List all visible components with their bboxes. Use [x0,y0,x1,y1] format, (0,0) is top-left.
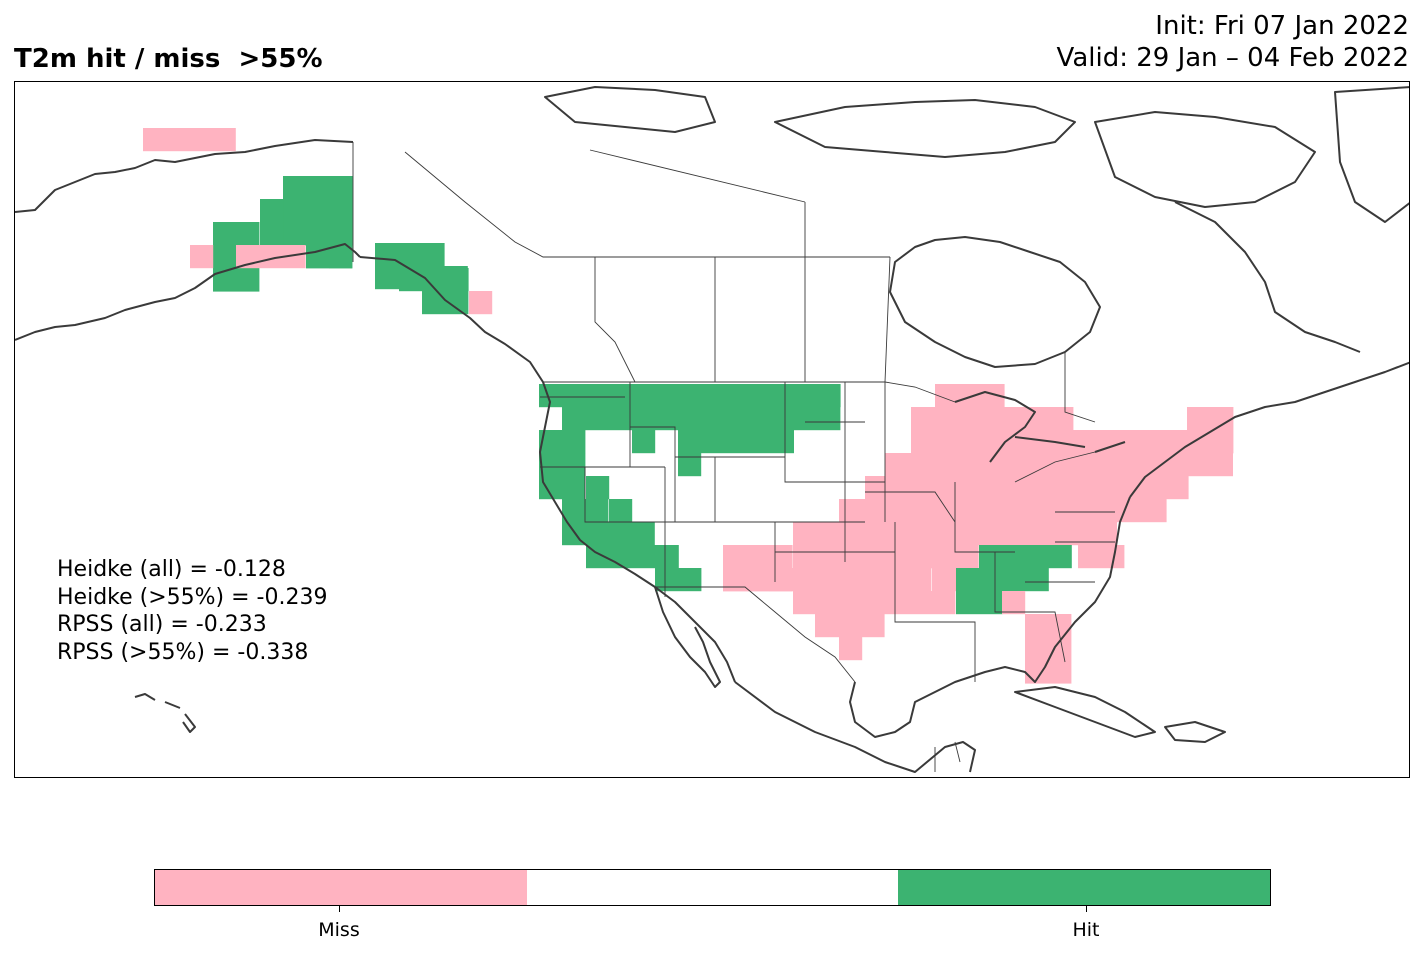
score-heidke-55: Heidke (>55%) = -0.239 [57,584,328,610]
miss-cell [909,545,979,569]
political-borders [352,142,1115,772]
miss-cell [469,291,493,315]
init-date: Init: Fri 07 Jan 2022 [1155,11,1409,41]
miss-cell [1078,545,1125,569]
hit-cell [609,499,633,523]
miss-cell [769,568,932,592]
miss-cell [911,407,1074,431]
hit-cell [632,430,656,454]
coastline-atlantic [1129,361,1409,498]
coastline-hawaii [134,693,196,733]
border-us-mexico [655,586,856,683]
miss-cell [793,591,956,615]
map-canvas [15,86,1409,773]
hit-cell [539,384,841,408]
miss-cell [865,476,1144,500]
miss-cell [865,499,1167,523]
hit-cell [562,522,655,546]
valid-period: Valid: 29 Jan – 04 Feb 2022 [1056,43,1409,73]
miss-cell [190,245,214,269]
colorbar-label-hit: Hit [1072,919,1100,941]
coastline-arctic-3 [1094,111,1316,208]
miss-cell [885,522,1117,546]
miss-cell [839,637,863,661]
colorbar-label-miss: Miss [318,919,360,941]
coastline-labrador [1174,201,1361,353]
miss-cell [1119,476,1189,500]
coastline-arctic-2 [774,99,1076,158]
hit-cell [979,545,1072,569]
colorbar [154,869,1271,906]
coastline-greenland [1334,86,1409,223]
hit-cell [236,222,260,246]
coastline-alaska [15,243,361,341]
coastlines [15,86,1409,773]
coastline-hudson-bay [889,236,1101,368]
colorbar-hit-segment [898,870,1271,905]
miss-cell [1187,407,1234,454]
hit-cell [329,245,353,269]
border-provinces [404,149,1096,423]
miss-cell [815,614,885,638]
map-title: T2m hit / miss >55% [14,44,323,74]
hit-cell [260,199,284,246]
hit-cell [956,591,1003,615]
miss-cell [1025,614,1072,684]
coastline-baja [654,586,721,688]
score-rpss-all: RPSS (all) = -0.233 [57,612,267,637]
coastline-great-lakes [954,391,1126,463]
hit-cell [678,453,702,477]
border-states [540,382,1115,682]
colorbar-miss-segment [155,870,527,905]
colorbar-tick-hit [1086,906,1087,912]
coastline-gulf [849,496,1131,738]
hit-cell [655,568,702,592]
hit-cell [655,545,679,569]
coastline-cuba [1014,686,1156,738]
hit-cell [539,453,586,477]
miss-cell [143,128,236,152]
hit-cell [678,430,794,454]
coastline-mexico [734,681,976,773]
hit-cell [956,568,1049,592]
border-central-america [934,741,961,772]
coastline-alaska-north [15,139,354,213]
map-panel [14,81,1410,778]
miss-cell [911,430,1097,454]
forecast-dates: Init: Fri 07 Jan 2022 Valid: 29 Jan – 04… [1057,10,1409,74]
skill-scores: Heidke (all) = -0.128 Heidke (>55%) = -0… [57,556,327,666]
score-heidke-all: Heidke (all) = -0.128 [57,557,286,582]
miss-cell [793,522,886,546]
hit-cell [375,243,445,267]
hit-cell [562,407,841,431]
coastline-arctic-1 [544,86,716,133]
coastline-west [359,256,736,683]
coastline-hispaniola [1164,721,1226,743]
hit-cell [539,430,586,454]
miss-cell [935,384,1005,408]
miss-cell [1002,591,1026,615]
colorbar-tick-miss [339,906,340,912]
hit-cell [586,476,610,500]
score-rpss-55: RPSS (>55%) = -0.338 [57,639,309,665]
colorbar-neutral-segment [526,870,899,905]
miss-cell [885,453,1233,477]
